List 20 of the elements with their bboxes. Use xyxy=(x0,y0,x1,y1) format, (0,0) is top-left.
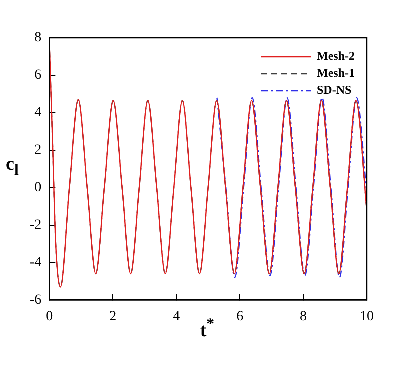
legend-label: Mesh-2 xyxy=(317,49,355,64)
y-tick-label: -4 xyxy=(30,255,42,270)
y-tick-label: 4 xyxy=(34,106,42,121)
x-tick-label: 4 xyxy=(173,309,180,324)
x-tick-label: 10 xyxy=(360,309,374,324)
y-tick-label: 2 xyxy=(34,143,42,158)
x-tick-label: 6 xyxy=(236,309,244,324)
y-tick-label: 6 xyxy=(34,68,42,84)
y-axis-title: c$_{l}$ xyxy=(6,154,19,180)
x-axis-title: t$^{*}$ xyxy=(200,316,215,342)
line-series xyxy=(216,97,367,278)
y-tick-label: 0 xyxy=(34,180,42,196)
y-tick-label: -6 xyxy=(30,292,42,308)
legend-label: Mesh-1 xyxy=(317,66,355,81)
x-tick-label: 0 xyxy=(46,309,54,324)
x-tick-label: 2 xyxy=(110,309,117,324)
y-tick-label: -2 xyxy=(30,218,42,233)
x-tick-label: 8 xyxy=(300,309,308,324)
legend-label: SD-NS xyxy=(317,83,352,98)
y-tick-label: 8 xyxy=(34,30,42,46)
